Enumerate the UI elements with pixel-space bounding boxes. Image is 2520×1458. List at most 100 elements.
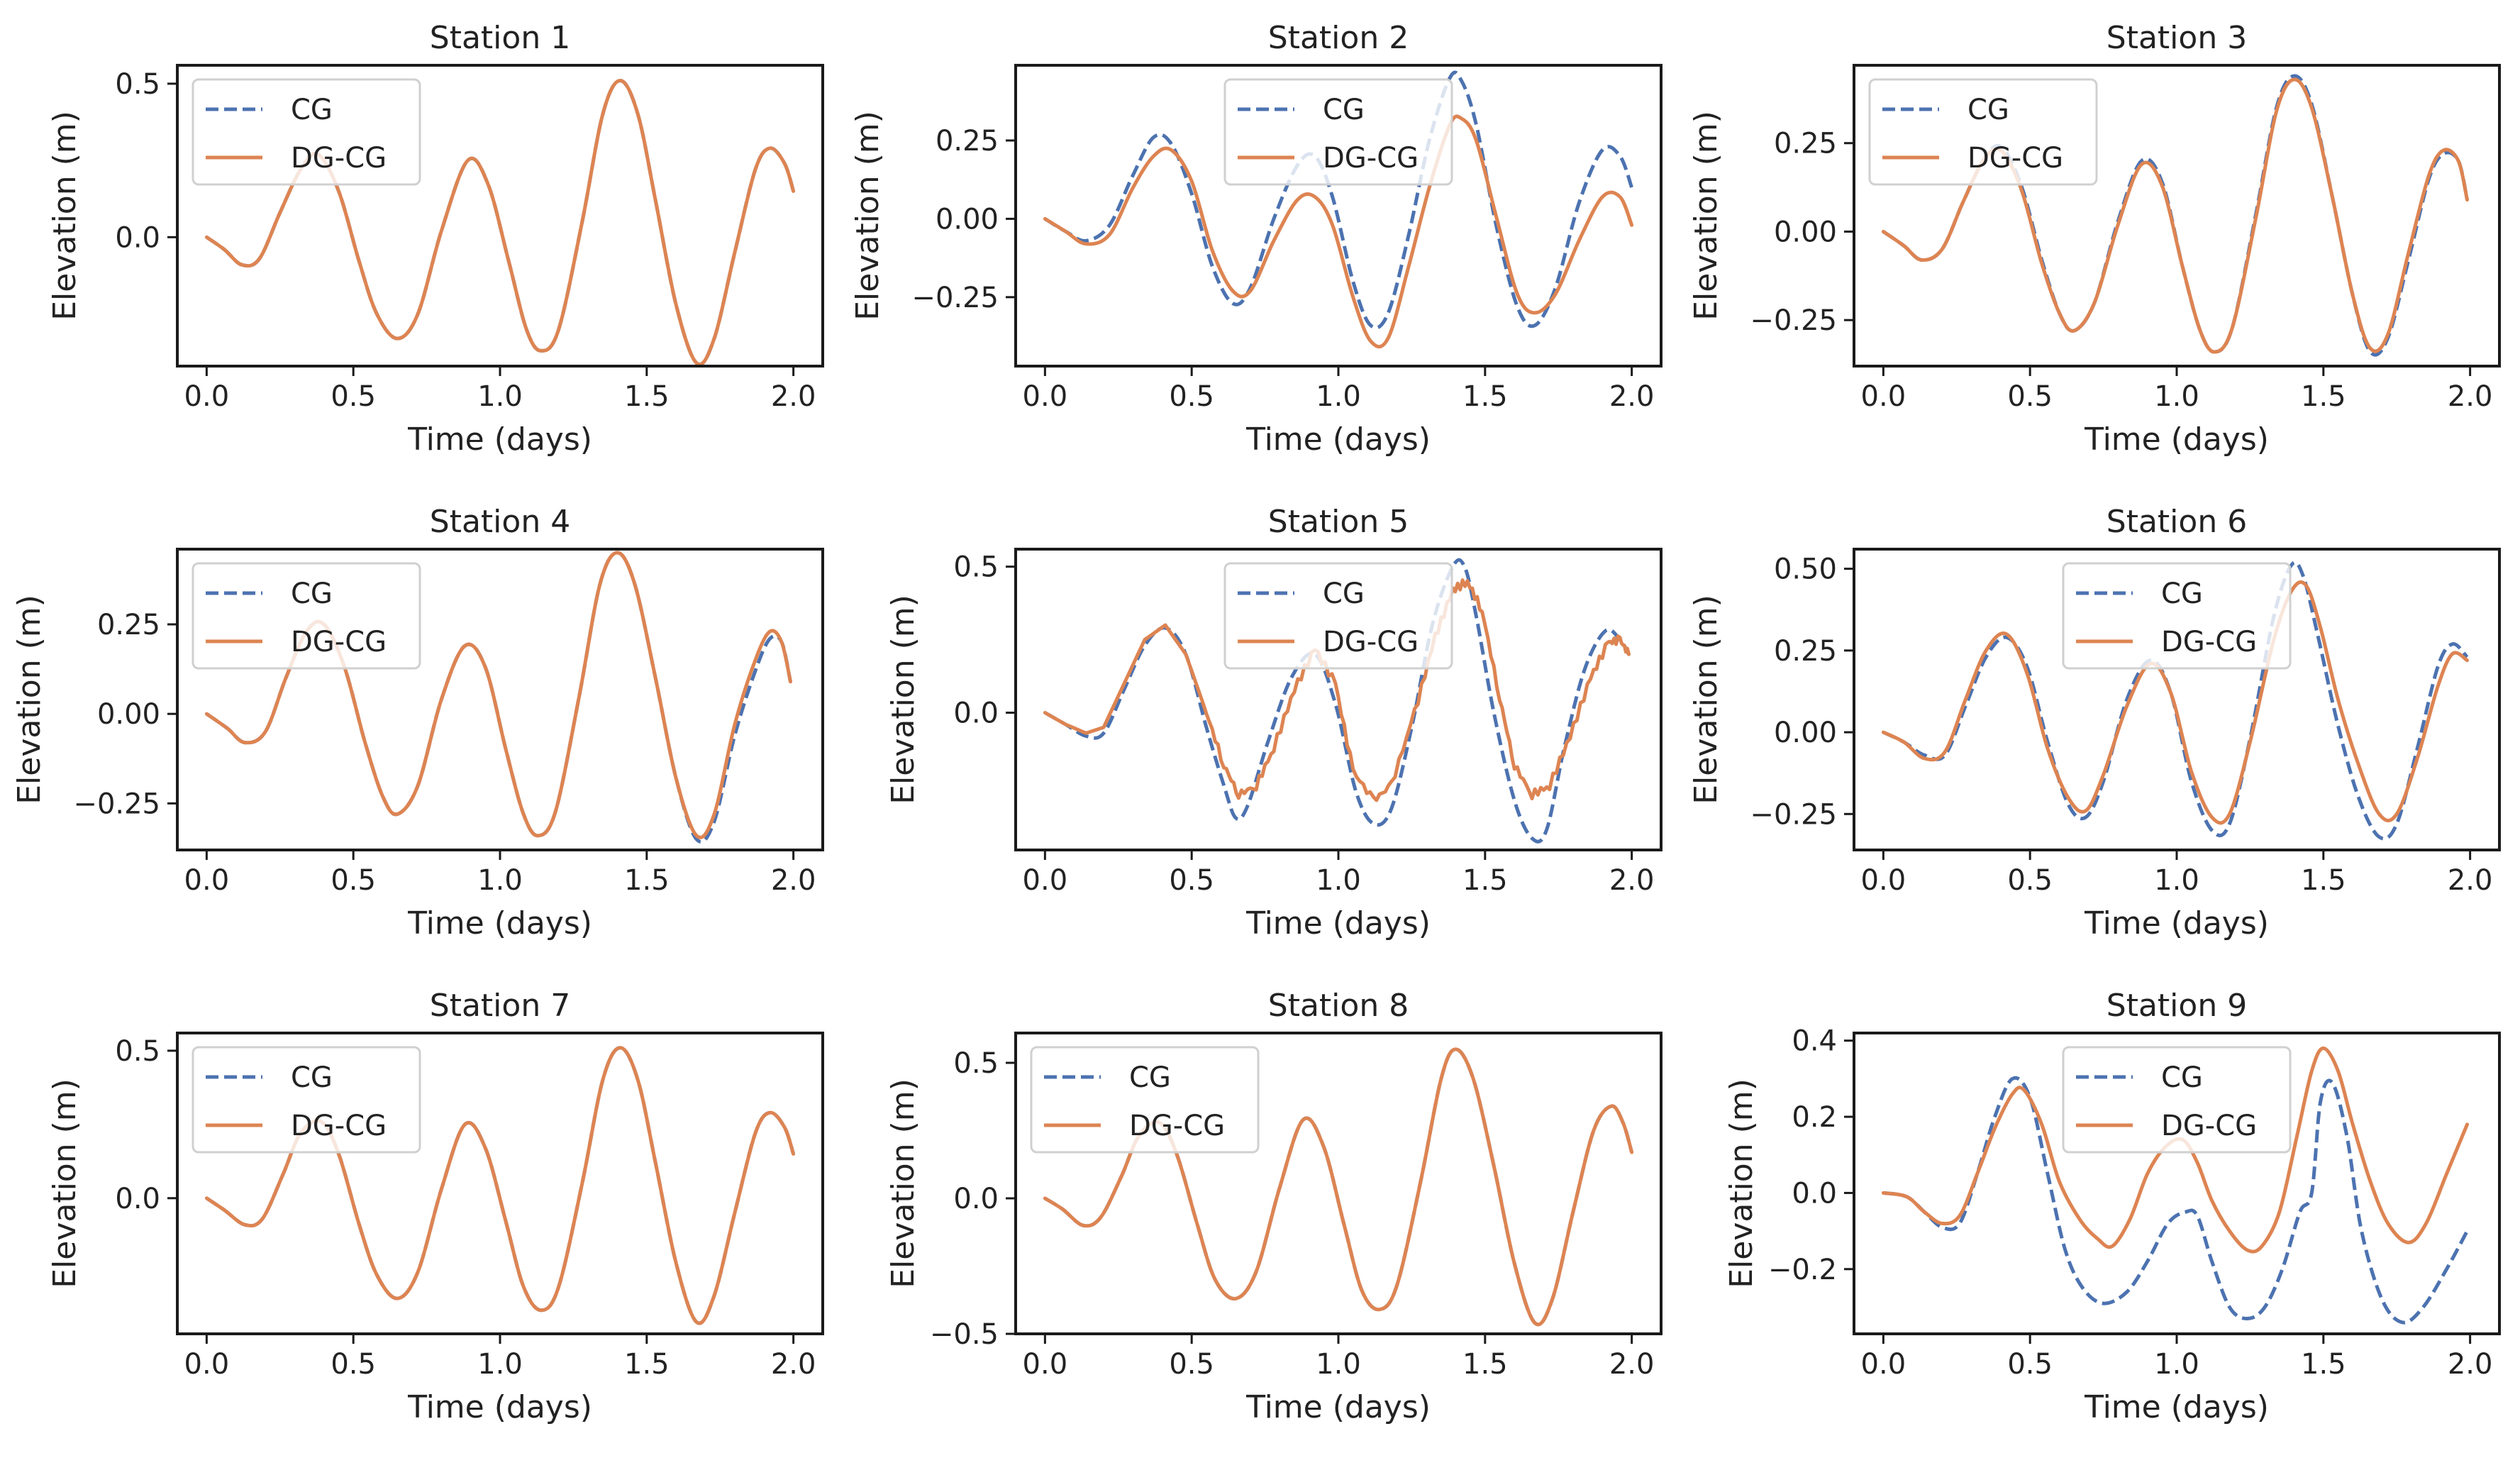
y-tick-label: 0.25 — [1774, 635, 1837, 668]
y-tick-label: 0.5 — [115, 1035, 160, 1068]
y-tick-label: 0.50 — [1774, 553, 1837, 586]
series-lines — [1043, 558, 1631, 844]
y-axis-label: Elevation (m) — [1724, 1078, 1760, 1288]
y-axis-label: Elevation (m) — [885, 595, 921, 805]
x-tick-label: 2.0 — [771, 864, 816, 897]
x-tick-label: 0.0 — [1861, 380, 1906, 413]
x-tick-label: 1.0 — [2154, 864, 2199, 897]
y-tick-label: 0.5 — [953, 1047, 999, 1080]
subplot-station-7: 0.0 0.5 1.0 1.5 2.0 0.0 0.5 Station 7 Time (days… — [47, 988, 824, 1425]
series-line-dg-cg — [1043, 578, 1631, 802]
x-tick-label: 2.0 — [771, 1348, 816, 1381]
axes-frame — [1853, 64, 2501, 368]
x-tick-label: 2.0 — [1609, 380, 1655, 413]
y-axis-label: Elevation (m) — [47, 1078, 83, 1288]
axes-frame — [176, 548, 824, 851]
y-tick-label: 0.2 — [1792, 1101, 1837, 1134]
legend: CG DG-CG — [1223, 78, 1453, 186]
legend-label: CG — [1967, 94, 2009, 126]
x-tick-label: 0.5 — [331, 1348, 376, 1381]
subplot-station-5: 0.0 0.5 1.0 1.5 2.0 0.0 0.5 Station 5 Time (days… — [885, 504, 1663, 941]
series-line-cg — [1882, 560, 2469, 841]
y-axis-label: Elevation (m) — [47, 111, 83, 321]
legend: CG DG-CG — [1030, 1046, 1260, 1154]
x-tick-label: 1.5 — [2301, 1348, 2346, 1381]
series-line-cg — [1882, 1076, 2469, 1325]
legend-label: CG — [291, 1061, 333, 1094]
x-tick-label: 0.5 — [2007, 864, 2053, 897]
subplot-title: Station 7 — [430, 988, 570, 1024]
x-axis-label: Time (days) — [407, 905, 592, 941]
legend-label: DG-CG — [1129, 1110, 1225, 1142]
legend-label: DG-CG — [291, 626, 387, 658]
x-tick-label: 0.5 — [331, 380, 376, 413]
legend: CG DG-CG — [1223, 562, 1453, 670]
x-tick-label: 0.0 — [1023, 864, 1068, 897]
x-axis-label: Time (days) — [1245, 1389, 1431, 1425]
y-tick-label: −0.25 — [1750, 798, 1837, 831]
x-tick-label: 0.0 — [184, 864, 230, 897]
y-tick-label: 0.25 — [1774, 128, 1837, 160]
legend: CG DG-CG — [192, 562, 421, 670]
x-tick-label: 0.0 — [1861, 1348, 1906, 1381]
x-tick-label: 2.0 — [2448, 864, 2493, 897]
legend-label: CG — [2161, 578, 2203, 610]
y-axis-label: Elevation (m) — [885, 1078, 921, 1288]
x-axis-label: Time (days) — [2084, 421, 2269, 458]
subplot-station-1: 0.0 0.5 1.0 1.5 2.0 0.0 0.5 Station 1 Time (days… — [47, 20, 824, 458]
subplot-station-2: 0.0 0.5 1.0 1.5 2.0 −0.25 0.00 0.25 Station 2 Tim… — [850, 20, 1663, 458]
y-tick-label: 0.4 — [1792, 1025, 1837, 1058]
x-tick-label: 1.0 — [2154, 1348, 2199, 1381]
x-tick-label: 1.0 — [477, 380, 523, 413]
legend-label: DG-CG — [2161, 1110, 2257, 1142]
x-tick-label: 0.0 — [184, 380, 230, 413]
x-tick-label: 1.0 — [477, 864, 523, 897]
x-tick-label: 0.0 — [184, 1348, 230, 1381]
legend-label: CG — [291, 94, 333, 126]
x-tick-label: 1.5 — [624, 380, 670, 413]
x-tick-label: 1.5 — [624, 1348, 670, 1381]
x-axis-label: Time (days) — [1245, 421, 1431, 458]
subplot-title: Station 1 — [430, 20, 570, 56]
y-tick-label: 0.0 — [115, 1183, 160, 1215]
y-tick-label: 0.00 — [1774, 216, 1837, 248]
x-axis-label: Time (days) — [407, 421, 592, 458]
subplot-title: Station 9 — [2107, 988, 2247, 1024]
legend-label: CG — [2161, 1061, 2203, 1094]
subplot-title: Station 3 — [2107, 20, 2247, 56]
axes-frame — [1853, 548, 2501, 851]
legend: CG DG-CG — [2062, 562, 2292, 670]
x-tick-label: 0.5 — [1169, 1348, 1214, 1381]
x-tick-label: 2.0 — [771, 380, 816, 413]
x-tick-label: 1.5 — [2301, 380, 2346, 413]
x-tick-label: 2.0 — [2448, 380, 2493, 413]
series-line-dg-cg — [1881, 580, 2469, 825]
y-tick-label: 0.00 — [1774, 717, 1837, 749]
y-axis-label: Elevation (m) — [1688, 595, 1724, 805]
series-line-dg-cg — [1043, 114, 1634, 349]
legend-label: DG-CG — [2161, 626, 2257, 658]
x-axis-label: Time (days) — [1245, 905, 1431, 941]
x-tick-label: 1.0 — [477, 1348, 523, 1381]
axes-frame — [176, 64, 824, 368]
x-tick-label: 0.5 — [1169, 380, 1214, 413]
x-tick-label: 2.0 — [2448, 1348, 2493, 1381]
y-axis-label: Elevation (m) — [1688, 111, 1724, 321]
subplot-title: Station 4 — [430, 504, 570, 540]
y-tick-label: −0.25 — [1750, 304, 1837, 337]
legend: CG DG-CG — [1868, 78, 2098, 186]
x-tick-label: 0.5 — [1169, 864, 1214, 897]
legend-label: CG — [1323, 578, 1365, 610]
y-tick-label: 0.0 — [1792, 1177, 1837, 1210]
axes-frame — [1014, 64, 1663, 368]
x-axis-label: Time (days) — [407, 1389, 592, 1425]
legend-label: DG-CG — [1967, 142, 2063, 175]
y-tick-label: 0.25 — [97, 609, 160, 641]
axes-frame — [176, 1032, 824, 1335]
axes-frame — [1014, 1032, 1663, 1335]
x-tick-label: 1.5 — [1462, 380, 1508, 413]
x-tick-label: 0.5 — [331, 864, 376, 897]
x-tick-label: 0.0 — [1023, 1348, 1068, 1381]
x-tick-label: 0.5 — [2007, 1348, 2053, 1381]
x-tick-label: 1.0 — [1316, 380, 1361, 413]
